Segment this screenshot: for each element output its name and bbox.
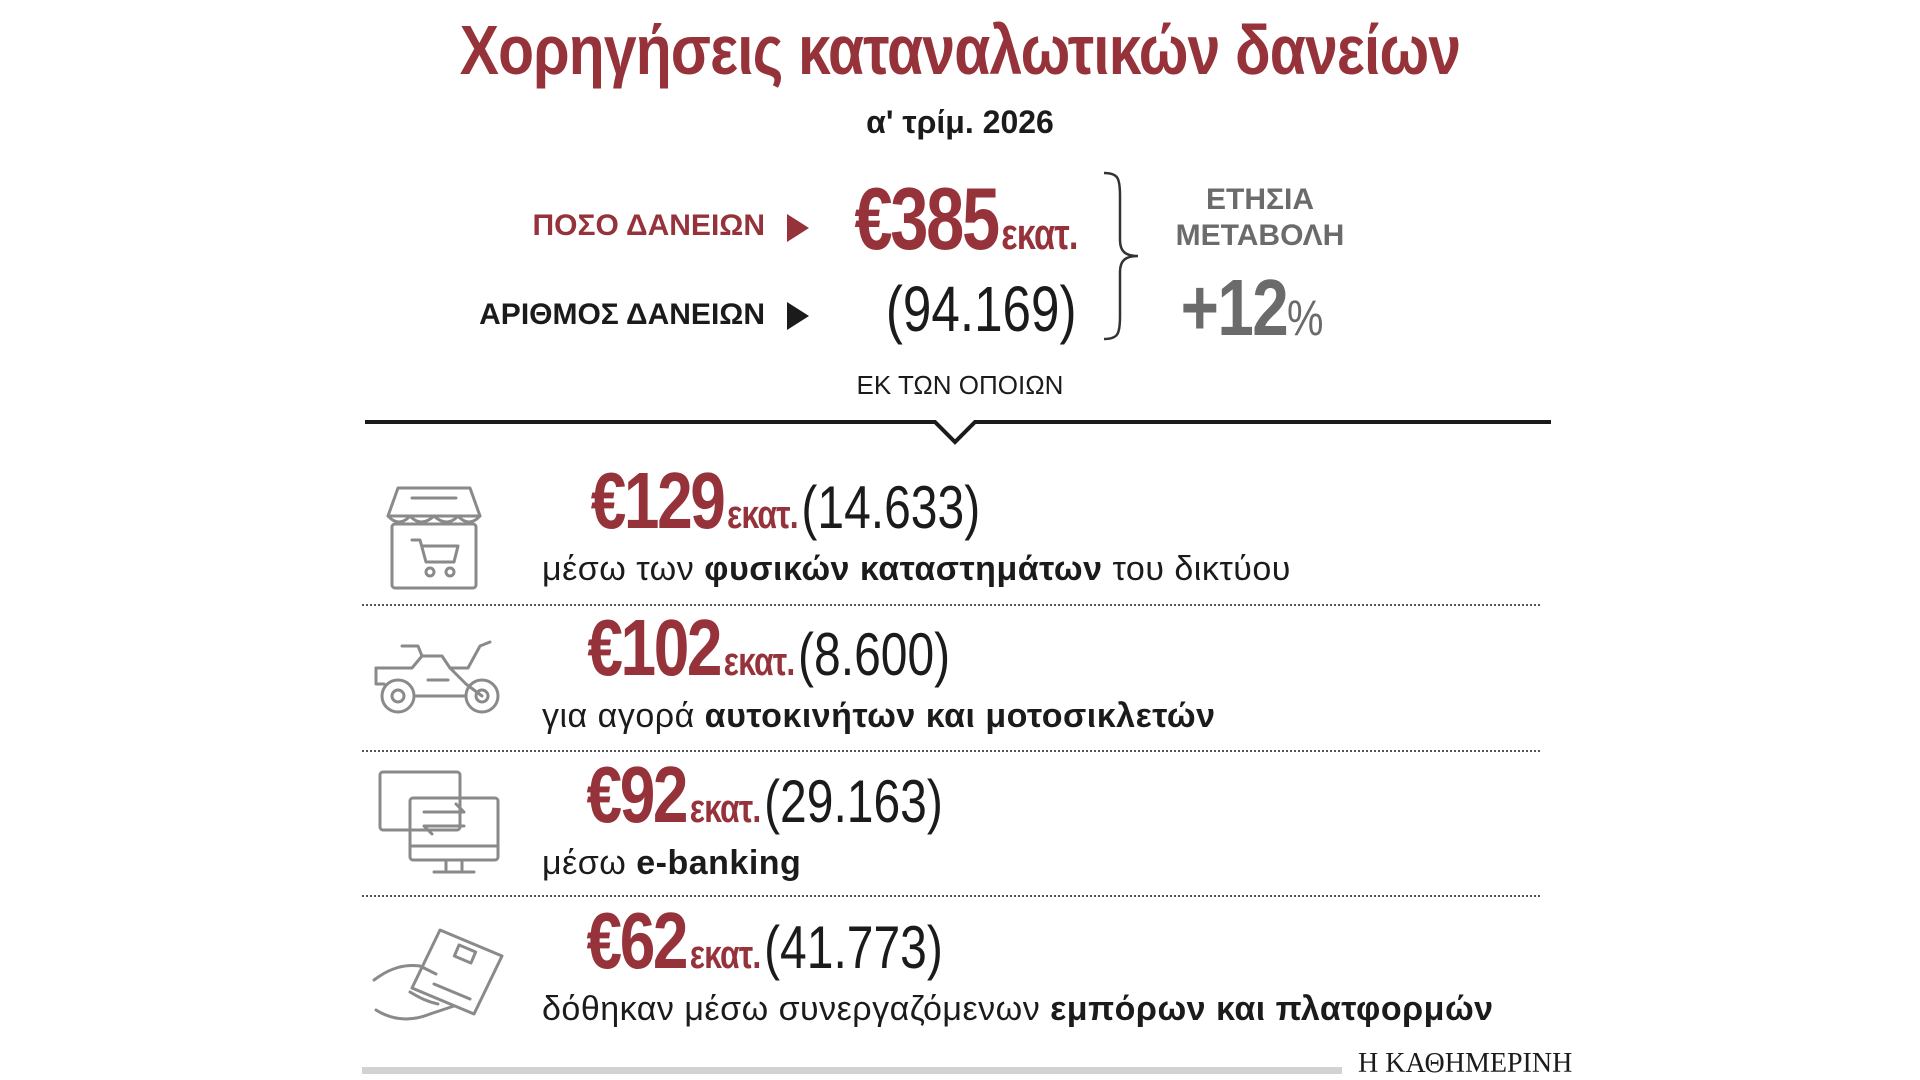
count-arrow-icon bbox=[787, 302, 809, 330]
desc-bold: εμπόρων και πλατφορμών bbox=[1050, 990, 1494, 1028]
row-separator bbox=[362, 750, 1540, 752]
card-in-hand-icon bbox=[372, 928, 504, 1021]
row-count: (8.600) bbox=[798, 621, 951, 688]
row-description: μέσω e-banking bbox=[542, 844, 801, 883]
row-description: μέσω των φυσικών καταστημάτων του δικτύο… bbox=[542, 550, 1291, 589]
row-unit: εκατ. bbox=[689, 787, 762, 831]
chart-subtitle: α' τρίμ. 2026 bbox=[866, 104, 1054, 140]
of-which-label: ΕΚ ΤΩΝ ΟΠΟΙΩΝ bbox=[856, 370, 1064, 400]
divider-line bbox=[365, 420, 1551, 445]
row-amount: €129 bbox=[590, 456, 726, 545]
row-value: €62 εκατ. (41.773) bbox=[587, 895, 943, 987]
row-unit: εκατ. bbox=[689, 933, 762, 977]
row-separator bbox=[362, 604, 1540, 606]
row-count: (14.633) bbox=[801, 474, 981, 541]
total-amount-unit: εκατ. bbox=[1001, 210, 1078, 259]
amount-arrow-icon bbox=[787, 214, 809, 242]
row-separator bbox=[362, 895, 1540, 897]
desc-bold: αυτοκινήτων και μοτοσικλετών bbox=[704, 697, 1216, 735]
row-unit: εκατ. bbox=[723, 640, 796, 684]
desc-plain: μέσω bbox=[542, 844, 637, 882]
desc-plain: μέσω των bbox=[542, 550, 705, 588]
annual-change-unit: % bbox=[1287, 290, 1324, 346]
total-amount: €385 εκατ. bbox=[854, 168, 1078, 270]
desc-bold: e-banking bbox=[636, 844, 802, 882]
row-amount: €62 bbox=[586, 896, 689, 985]
row-value: €92 εκατ. (29.163) bbox=[587, 749, 943, 841]
computer-transfer-icon bbox=[378, 770, 500, 874]
row-value: €129 εκατ. (14.633) bbox=[591, 455, 981, 547]
source-credit: Η ΚΑΘΗΜΕΡΙΝΗ bbox=[1358, 1048, 1573, 1079]
row-description: για αγορά αυτοκινήτων και μοτοσικλετών bbox=[542, 697, 1216, 736]
motorcycle-icon bbox=[374, 640, 500, 714]
row-amount: €92 bbox=[586, 750, 689, 839]
desc-plain: δόθηκαν μέσω συνεργαζόμενων bbox=[542, 990, 1051, 1028]
row-description: δόθηκαν μέσω συνεργαζόμενων εμπόρων και … bbox=[542, 990, 1494, 1029]
brace-icon bbox=[1103, 171, 1139, 341]
desc-plain: για αγορά bbox=[542, 697, 705, 735]
chart-title: Χορηγήσεις καταναλωτικών δανείων bbox=[459, 11, 1461, 89]
total-amount-value: €385 bbox=[854, 169, 1000, 268]
count-label: ΑΡΙΘΜΟΣ ΔΑΝΕΙΩΝ bbox=[479, 298, 765, 331]
amount-label: ΠΟΣΟ ΔΑΝΕΙΩΝ bbox=[532, 209, 765, 242]
row-unit: εκατ. bbox=[727, 493, 799, 537]
shop-cart-icon bbox=[386, 486, 482, 590]
row-count: (29.163) bbox=[764, 768, 943, 835]
desc-tail: του δικτύου bbox=[1102, 550, 1291, 588]
total-count: (94.169) bbox=[885, 273, 1077, 345]
annual-change: +12% bbox=[1181, 262, 1324, 354]
row-count: (41.773) bbox=[764, 914, 943, 981]
change-label: ΕΤΗΣΙΑ ΜΕΤΑΒΟΛΗ bbox=[1175, 183, 1345, 252]
desc-bold: φυσικών καταστημάτων bbox=[704, 550, 1103, 588]
annual-change-value: +12 bbox=[1180, 263, 1289, 352]
row-amount: €102 bbox=[587, 603, 722, 692]
row-value: €102 εκατ. (8.600) bbox=[587, 602, 950, 694]
footer-bar bbox=[362, 1067, 1342, 1074]
